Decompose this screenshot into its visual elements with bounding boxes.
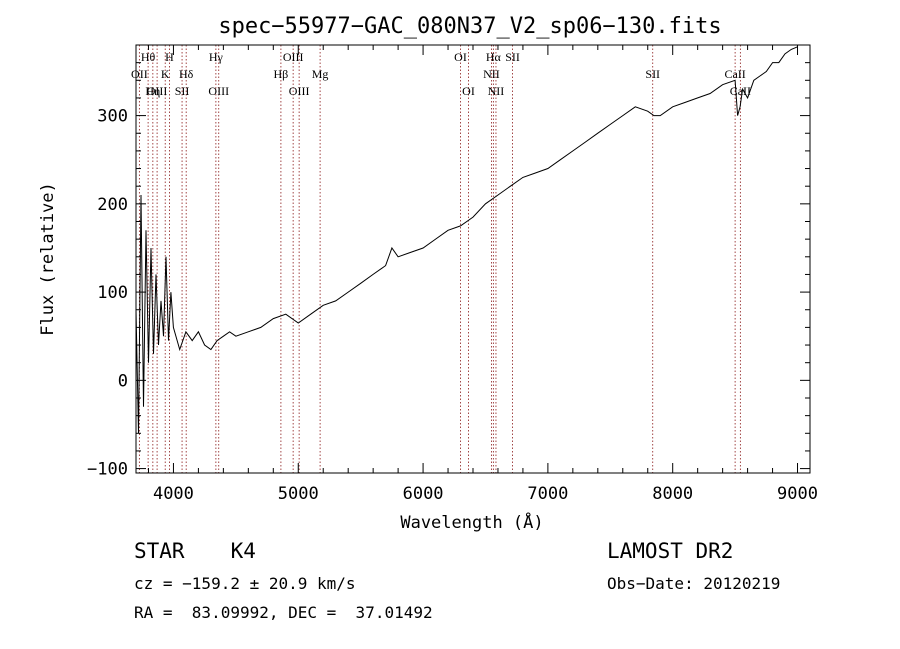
- y-axis-label: Flux (relative): [38, 182, 58, 336]
- y-tick-label: 100: [97, 283, 128, 303]
- spectral-line-label: CaII: [724, 67, 745, 81]
- y-tick-label: 0: [118, 371, 128, 391]
- y-axis-ticks: −100 0 100 200 300: [87, 62, 810, 480]
- spectral-line-label: Hθ: [141, 50, 156, 64]
- subclass-label: K4: [230, 539, 256, 563]
- x-tick-label: 6000: [403, 484, 444, 504]
- y-tick-label: −100: [87, 460, 128, 480]
- coordinates-text: RA = 83.09992, DEC = 37.01492: [134, 603, 433, 622]
- spectral-line-label: OIII: [147, 84, 168, 98]
- spectral-line-label: SII: [505, 50, 520, 64]
- spectral-line-label: NII: [488, 84, 505, 98]
- spectral-line-markers: [138, 45, 741, 473]
- object-class: STAR K4: [134, 539, 256, 563]
- spectral-line-label: Hδ: [179, 67, 194, 81]
- x-tick-label: 7000: [527, 484, 568, 504]
- y-tick-label: 300: [97, 107, 128, 127]
- spectral-line-label: OIII: [283, 50, 304, 64]
- x-tick-label: 5000: [278, 484, 319, 504]
- x-tick-label: 9000: [777, 484, 818, 504]
- spectral-line-label: K: [161, 67, 170, 81]
- x-axis-ticks: 4000 5000 6000 7000 8000 9000: [147, 45, 818, 504]
- spectrum-line: [135, 46, 798, 434]
- spectral-line-label: SII: [175, 84, 190, 98]
- spectral-line-label: OIII: [289, 84, 310, 98]
- x-axis-label: Wavelength (Å): [400, 511, 543, 533]
- spectral-line-label: NII: [483, 67, 500, 81]
- survey-label: LAMOST DR2: [607, 539, 734, 563]
- x-tick-label: 4000: [153, 484, 194, 504]
- spectral-line-label: OIII: [208, 84, 229, 98]
- spectral-line-label: OI: [454, 50, 467, 64]
- y-tick-label: 200: [97, 195, 128, 215]
- spectral-line-label: Hγ: [209, 50, 224, 64]
- x-tick-label: 8000: [652, 484, 693, 504]
- spectral-line-label: Hη: [145, 84, 160, 98]
- obs-date-text: Obs−Date: 20120219: [607, 574, 781, 593]
- plot-frame: [135, 44, 811, 474]
- spectral-line-label: Hβ: [274, 67, 289, 81]
- spectral-line-label: Mg: [312, 67, 329, 81]
- redshift-text: cz = −159.2 ± 20.9 km/s: [134, 574, 356, 593]
- spectral-line-label: SII: [645, 67, 660, 81]
- spectral-line-label: OII: [131, 67, 148, 81]
- chart-title: spec−55977−GAC_080N37_V2_sp06−130.fits: [218, 14, 721, 39]
- spectral-line-label: H: [165, 50, 174, 64]
- class-label: STAR: [134, 539, 185, 563]
- spectral-line-label: Hα: [486, 50, 502, 64]
- spectral-line-label: OI: [462, 84, 475, 98]
